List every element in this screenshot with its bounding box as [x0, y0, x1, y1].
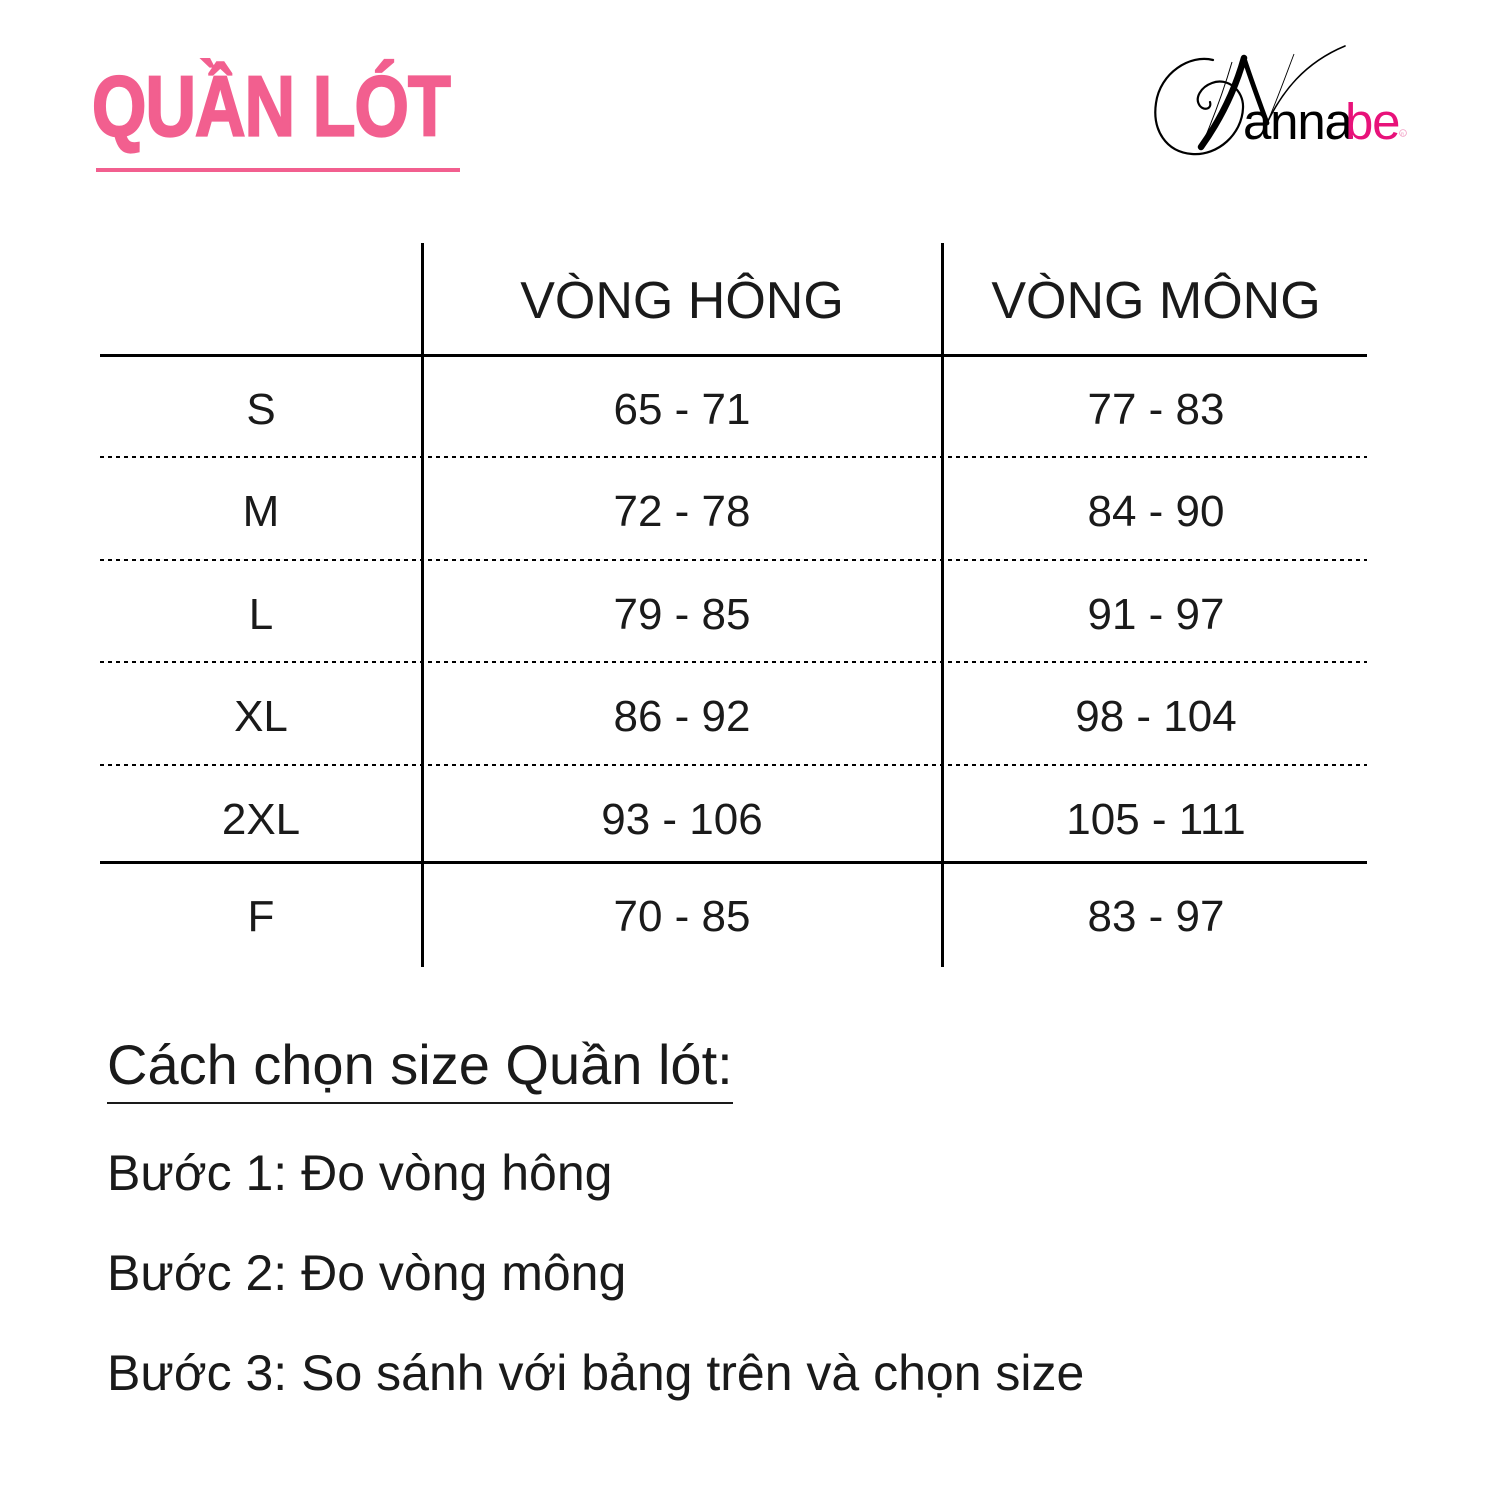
svg-text:R: R: [1401, 132, 1405, 138]
svg-text:anna: anna: [1243, 93, 1353, 150]
svg-text:be: be: [1345, 93, 1399, 150]
